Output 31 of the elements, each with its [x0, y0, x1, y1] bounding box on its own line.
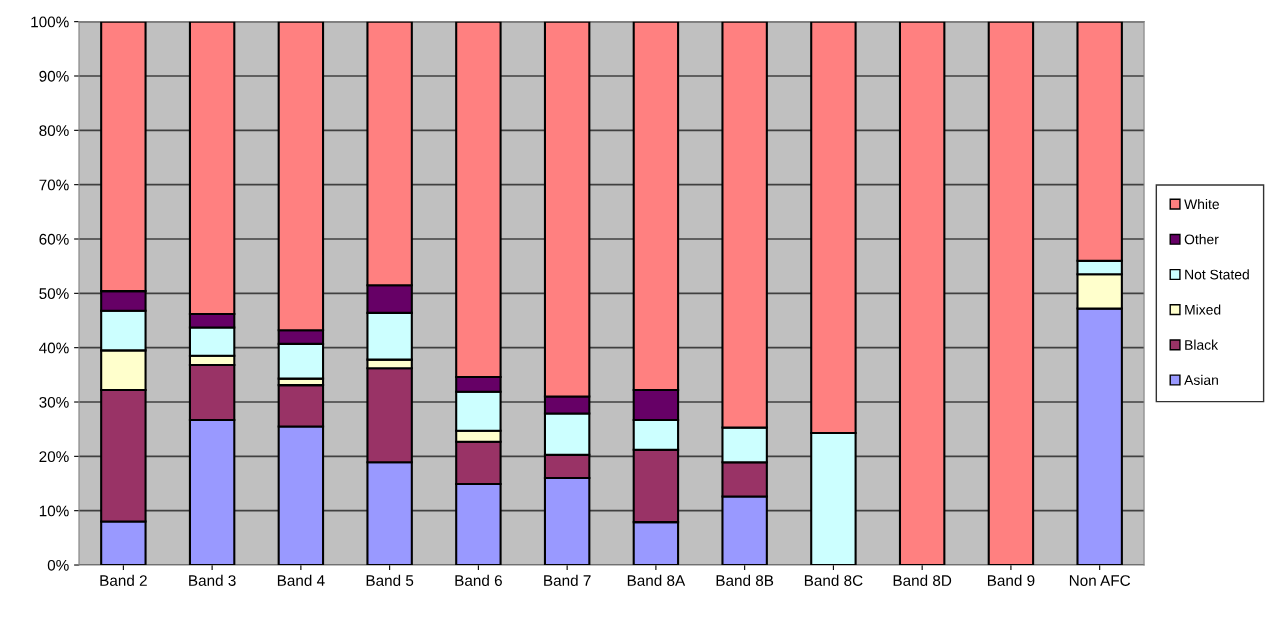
y-tick-label: 100% [31, 16, 69, 28]
x-tick-label: Band 8D [893, 574, 952, 586]
x-tick-label: Band 4 [277, 574, 325, 586]
y-tick-label: 80% [39, 125, 69, 137]
x-tick-label: Band 2 [100, 574, 147, 586]
y-tick-label: 10% [39, 505, 69, 517]
y-tick-label: 20% [39, 451, 69, 463]
y-tick-label: 90% [39, 70, 69, 82]
legend-label: Black [1185, 339, 1219, 350]
x-tick-label: Band 8C [804, 574, 863, 586]
bar [987, 21, 1035, 566]
x-tick-label: Non AFC [1069, 575, 1131, 586]
y-tick-label: 50% [39, 288, 69, 300]
x-tick-label: Band 8A [627, 574, 686, 586]
x-tick-label: Band 5 [366, 574, 414, 586]
x-tick-label: Band 7 [544, 574, 591, 586]
y-tick-label: 40% [39, 342, 69, 354]
y-tick-label: 0% [47, 559, 69, 571]
x-tick-label: Band 6 [455, 574, 502, 586]
legend-label: White [1184, 198, 1219, 210]
legend-label: Mixed [1185, 304, 1221, 315]
y-tick-label: 30% [39, 396, 69, 408]
legend-label: Not Stated [1185, 269, 1249, 280]
y-tick-label: 70% [39, 179, 69, 191]
x-tick-label: Band 8B [716, 574, 774, 586]
bar [898, 21, 946, 566]
legend-label: Asian [1184, 374, 1218, 385]
x-tick-label: Band 3 [189, 574, 236, 586]
y-tick-label: 60% [39, 233, 69, 245]
x-tick-label: Band 9 [987, 574, 1035, 586]
legend-label: Other [1184, 234, 1219, 245]
